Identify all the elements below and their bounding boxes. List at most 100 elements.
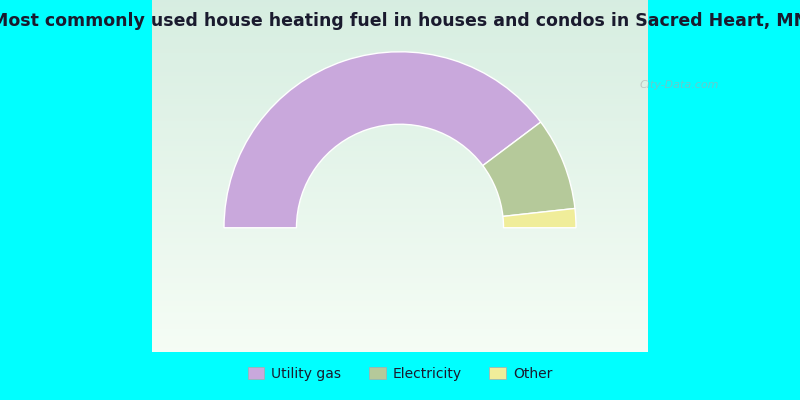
Bar — [151, 164, 649, 166]
Bar — [151, 32, 649, 34]
Bar — [151, 340, 649, 342]
Bar — [151, 90, 649, 92]
Bar — [151, 220, 649, 222]
Bar — [151, 104, 649, 106]
Bar — [151, 213, 649, 215]
Bar — [151, 236, 649, 238]
Bar — [151, 271, 649, 273]
Bar — [151, 30, 649, 32]
Bar — [151, 155, 649, 157]
Bar — [151, 18, 649, 19]
Bar — [151, 16, 649, 18]
Bar — [151, 318, 649, 320]
Bar — [151, 264, 649, 266]
Bar — [151, 9, 649, 10]
Bar — [151, 132, 649, 134]
Bar — [151, 158, 649, 160]
Bar — [151, 102, 649, 104]
Bar — [151, 296, 649, 298]
Bar — [151, 34, 649, 35]
Bar — [151, 229, 649, 230]
Bar — [151, 287, 649, 289]
Bar — [151, 141, 649, 142]
Bar — [151, 114, 649, 116]
Bar — [151, 301, 649, 303]
Bar — [151, 144, 649, 146]
Bar — [151, 46, 649, 48]
Bar — [151, 107, 649, 109]
Bar — [151, 84, 649, 86]
Bar — [151, 303, 649, 304]
Bar — [151, 190, 649, 192]
Text: City-Data.com: City-Data.com — [640, 80, 719, 90]
Bar — [151, 21, 649, 23]
Bar — [151, 4, 649, 5]
Bar — [151, 67, 649, 69]
Bar — [151, 178, 649, 180]
Bar — [151, 276, 649, 278]
Bar — [151, 274, 649, 276]
Bar — [151, 266, 649, 268]
Bar — [151, 327, 649, 329]
Bar — [151, 343, 649, 345]
Bar — [151, 35, 649, 37]
Bar — [151, 194, 649, 195]
Bar — [151, 202, 649, 204]
Bar — [151, 160, 649, 162]
Bar — [151, 123, 649, 125]
Bar — [151, 139, 649, 141]
Bar — [151, 83, 649, 84]
Bar — [151, 171, 649, 172]
Bar — [151, 167, 649, 169]
Bar — [151, 113, 649, 114]
Bar — [151, 224, 649, 225]
Bar — [151, 197, 649, 199]
Bar — [151, 60, 649, 62]
Bar — [151, 280, 649, 282]
Bar — [151, 252, 649, 254]
Bar — [151, 10, 649, 12]
Bar — [151, 2, 649, 4]
Bar — [151, 65, 649, 67]
Bar — [151, 238, 649, 239]
Bar — [151, 255, 649, 257]
Bar — [151, 180, 649, 181]
Bar — [151, 188, 649, 190]
Bar — [151, 62, 649, 63]
Bar — [151, 93, 649, 95]
Bar — [151, 282, 649, 283]
Bar — [151, 243, 649, 245]
Bar — [151, 199, 649, 201]
Bar — [151, 313, 649, 315]
Bar — [151, 134, 649, 136]
Bar — [151, 192, 649, 194]
Bar — [151, 19, 649, 21]
Bar — [151, 262, 649, 264]
Bar — [151, 299, 649, 301]
Bar — [151, 88, 649, 90]
Bar — [151, 86, 649, 88]
Bar — [151, 269, 649, 271]
Bar — [151, 245, 649, 246]
Bar — [151, 222, 649, 224]
Bar — [151, 28, 649, 30]
Bar — [151, 118, 649, 120]
Bar — [151, 172, 649, 174]
Bar — [151, 14, 649, 16]
Bar — [151, 39, 649, 40]
Bar — [151, 289, 649, 290]
Bar — [151, 312, 649, 313]
Bar — [151, 78, 649, 79]
Bar — [151, 120, 649, 122]
Bar — [151, 206, 649, 208]
Bar — [151, 109, 649, 111]
Wedge shape — [482, 122, 575, 216]
Bar — [151, 234, 649, 236]
Bar — [151, 72, 649, 74]
Bar — [151, 239, 649, 241]
Bar — [151, 324, 649, 326]
Text: Most commonly used house heating fuel in houses and condos in Sacred Heart, MN: Most commonly used house heating fuel in… — [0, 12, 800, 30]
Bar — [151, 142, 649, 144]
Bar — [151, 292, 649, 294]
Bar — [151, 0, 649, 2]
